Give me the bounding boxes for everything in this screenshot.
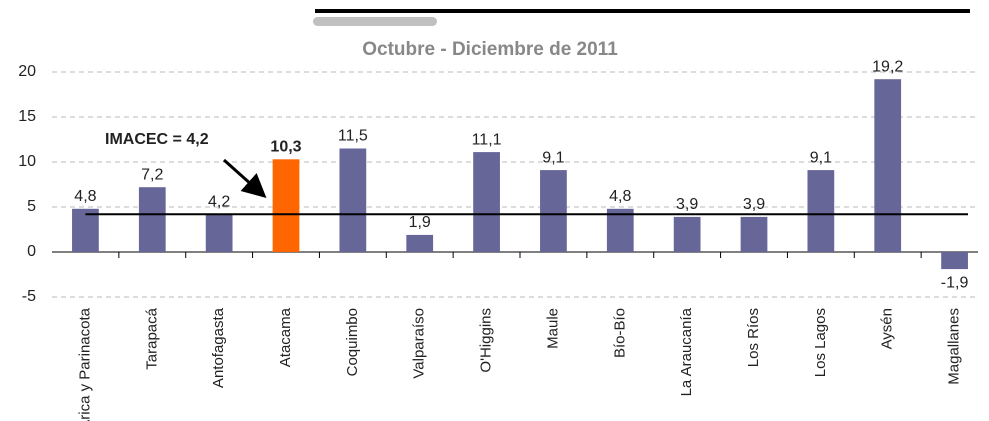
bar bbox=[874, 79, 902, 252]
value-label: 9,1 bbox=[810, 149, 832, 166]
bar bbox=[72, 208, 99, 252]
x-tick-label: Arica y Parinacota bbox=[76, 307, 93, 421]
bar bbox=[205, 214, 233, 252]
x-tick-label: Coquimbo bbox=[344, 308, 361, 376]
bar bbox=[740, 216, 768, 252]
reference-label: IMACEC = 4,2 bbox=[105, 131, 209, 148]
annotation-arrow bbox=[222, 158, 267, 199]
x-tick-label: Valparaíso bbox=[411, 308, 428, 379]
x-tick-label: Maule bbox=[544, 308, 561, 349]
value-label: -1,9 bbox=[941, 274, 969, 291]
value-label: 11,1 bbox=[472, 131, 502, 148]
bar bbox=[473, 152, 500, 252]
y-tick-label: -5 bbox=[22, 288, 36, 305]
scrollbar bbox=[313, 17, 437, 26]
x-tick-label: Antofagasta bbox=[210, 307, 227, 388]
value-label: 19,2 bbox=[872, 58, 903, 75]
value-label: 4,8 bbox=[74, 188, 96, 205]
x-tick-label: Magallanes bbox=[946, 308, 963, 385]
y-tick-label: 5 bbox=[27, 198, 36, 215]
value-label: 10,3 bbox=[270, 139, 301, 156]
bar bbox=[540, 170, 567, 252]
x-tick-label: Atacama bbox=[277, 307, 294, 367]
y-tick-label: 10 bbox=[18, 153, 36, 170]
bar bbox=[138, 187, 166, 252]
bar bbox=[673, 216, 701, 252]
bar bbox=[339, 148, 367, 252]
x-tick-label: Tarapacá bbox=[143, 307, 160, 369]
bar bbox=[606, 208, 634, 252]
value-label: 11,5 bbox=[338, 128, 368, 145]
x-tick-label: Los Ríos bbox=[745, 308, 762, 367]
bar bbox=[272, 159, 300, 252]
value-label: 9,1 bbox=[542, 149, 564, 166]
value-label: 3,9 bbox=[743, 196, 765, 213]
x-tick-label: O'Higgins bbox=[478, 308, 495, 373]
x-tick-label: Aysén bbox=[879, 308, 896, 349]
value-label: 4,2 bbox=[208, 193, 230, 210]
value-label: 3,9 bbox=[676, 196, 698, 213]
bar bbox=[941, 252, 968, 270]
bar bbox=[406, 234, 434, 252]
y-tick-label: 0 bbox=[27, 243, 36, 260]
x-tick-label: Los Lagos bbox=[812, 308, 829, 377]
y-tick-label: 20 bbox=[18, 63, 36, 80]
value-label: 1,9 bbox=[409, 214, 431, 231]
value-label: 4,8 bbox=[609, 188, 631, 205]
y-tick-label: 15 bbox=[18, 108, 36, 125]
value-label: 7,2 bbox=[141, 166, 163, 183]
bar bbox=[807, 170, 835, 252]
x-tick-label: Bío-Bío bbox=[611, 308, 628, 358]
x-tick-label: La Araucanía bbox=[678, 307, 695, 396]
chart-title: Octubre - Diciembre de 2011 bbox=[362, 39, 618, 60]
